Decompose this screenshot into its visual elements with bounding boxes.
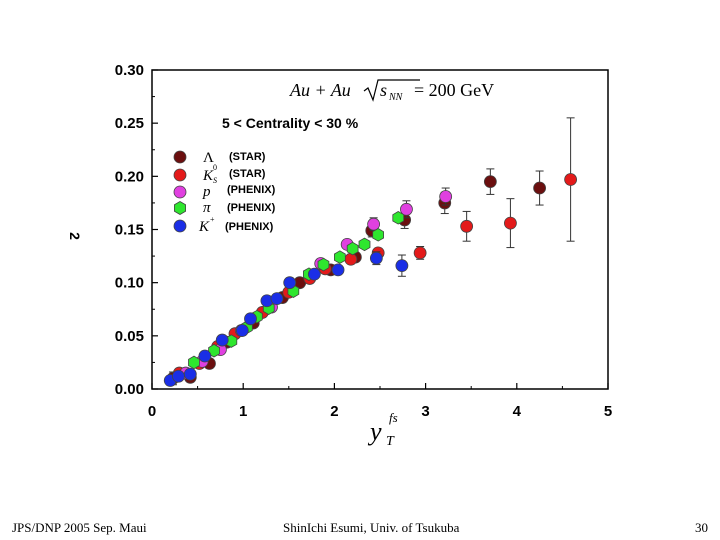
slide-number: 30 [695, 520, 708, 535]
y-tick-label: 0.25 [115, 115, 144, 132]
data-point-pion [333, 250, 346, 264]
legend-marker-k0s [173, 168, 187, 182]
y-tick-label: 0.00 [115, 381, 144, 398]
legend-item-k0s: K 0 S (STAR) [173, 163, 266, 185]
y-tick-label: 0.10 [115, 275, 144, 292]
legend-item-lambda: Λ (STAR) [173, 150, 266, 166]
y-tick-label: 0.05 [115, 328, 144, 345]
energy-header: Au + Au s NN = 200 GeV [289, 79, 494, 103]
footer-center: ShinIchi Esumi, Univ. of Tsukuba [283, 520, 460, 535]
data-point-lambda [483, 175, 497, 189]
centrality-label: 5 < Centrality < 30 % [222, 115, 359, 131]
y-tick-label: 0.15 [115, 222, 144, 239]
sqrt-s-subscript: NN [388, 92, 404, 103]
svg-text:0: 0 [213, 163, 217, 172]
x-axis-label: y T fs [367, 410, 398, 449]
legend-symbol-kaon: K [198, 219, 210, 235]
data-point-kaon [215, 333, 229, 347]
data-point-pion [317, 257, 330, 272]
legend-symbol-k0s: K [202, 168, 214, 184]
x-axis-label-main: y [367, 417, 382, 446]
sqrt-s-label: s [380, 80, 387, 100]
data-point-kaon [172, 369, 185, 383]
x-tick-label: 4 [513, 403, 522, 420]
data-point-kaon [198, 349, 212, 363]
svg-text:S: S [213, 176, 217, 185]
system-label: Au + Au [289, 80, 351, 100]
legend-symbol-pion: π [203, 200, 211, 216]
legend-marker-pion [173, 201, 187, 215]
legend-item-kaon: K + (PHENIX) [173, 215, 274, 235]
svg-text:+: + [210, 215, 215, 224]
data-point-proton [400, 202, 413, 216]
legend-exp-k0s: (STAR) [229, 168, 266, 180]
y-axis-label: 2 [67, 232, 83, 240]
x-tick-label: 0 [148, 403, 156, 420]
x-tick-label: 2 [330, 403, 338, 420]
data-point-proton [439, 190, 453, 203]
data-point-kaon [270, 292, 284, 306]
data-point-lambda [533, 181, 546, 195]
data-point-k0s [504, 216, 517, 230]
y-tick-label: 0.20 [115, 168, 144, 185]
y-tick-label: 0.30 [115, 62, 144, 79]
data-point-pion [346, 241, 359, 256]
data-point-k0s [460, 219, 474, 233]
legend-item-proton: p (PHENIX) [173, 184, 276, 200]
v2-scatter-chart: Au + Au s NN = 200 GeV 5 < Centrality < … [67, 62, 612, 449]
data-point-kaon [369, 251, 383, 265]
data-point-pion [392, 211, 405, 225]
legend-item-pion: π (PHENIX) [173, 200, 276, 216]
legend: Λ (STAR) K 0 S (STAR) p (PHENIX) π (PHEN… [173, 150, 276, 235]
sqrt-sign [363, 79, 420, 102]
legend-exp-kaon: (PHENIX) [225, 221, 274, 233]
legend-symbol-lambda: Λ [203, 150, 214, 166]
data-point-k0s [564, 173, 578, 186]
data-point-proton [367, 217, 381, 231]
legend-marker-proton [173, 185, 187, 199]
x-tick-label: 3 [421, 403, 429, 420]
data-point-pion [208, 343, 220, 358]
data-point-k0s [413, 246, 427, 260]
data-point-pion [358, 237, 371, 252]
data-point-pion [188, 355, 200, 370]
data-point-kaon [307, 267, 321, 281]
data-point-kaon [235, 324, 249, 337]
data-point-pion [372, 228, 385, 242]
data-point-kaon [244, 312, 257, 326]
data-point-kaon [283, 276, 297, 290]
energy-label: = 200 GeV [414, 80, 494, 100]
data-point-kaon [395, 259, 409, 273]
legend-marker-kaon [173, 219, 187, 233]
legend-exp-lambda: (STAR) [229, 151, 266, 163]
x-axis-label-sub: T [386, 434, 395, 449]
x-tick-label: 5 [604, 403, 612, 420]
legend-symbol-proton: p [202, 184, 211, 200]
x-axis-label-sup: fs [389, 410, 398, 425]
legend-exp-pion: (PHENIX) [227, 202, 276, 214]
data-point-kaon [331, 263, 345, 277]
legend-exp-proton: (PHENIX) [227, 184, 276, 196]
data-point-k0s [344, 252, 358, 266]
footer-left: JPS/DNP 2005 Sep. Maui [12, 520, 147, 535]
legend-marker-lambda [173, 150, 187, 164]
data-point-kaon [183, 367, 197, 381]
x-tick-label: 1 [239, 403, 247, 420]
